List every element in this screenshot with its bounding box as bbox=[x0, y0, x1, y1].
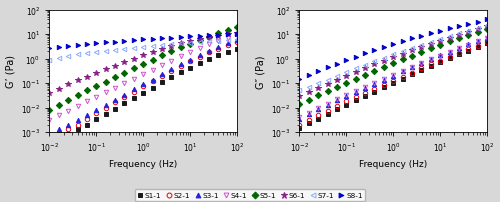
Y-axis label: G’ (Pa): G’ (Pa) bbox=[6, 55, 16, 88]
Legend: S1-1, S2-1, S3-1, S4-1, S5-1, S6-1, S7-1, S8-1: S1-1, S2-1, S3-1, S4-1, S5-1, S6-1, S7-1… bbox=[134, 189, 366, 201]
X-axis label: Frequency (Hz): Frequency (Hz) bbox=[359, 159, 428, 168]
X-axis label: Frequency (Hz): Frequency (Hz) bbox=[109, 159, 178, 168]
Y-axis label: G″ (Pa): G″ (Pa) bbox=[256, 55, 266, 88]
